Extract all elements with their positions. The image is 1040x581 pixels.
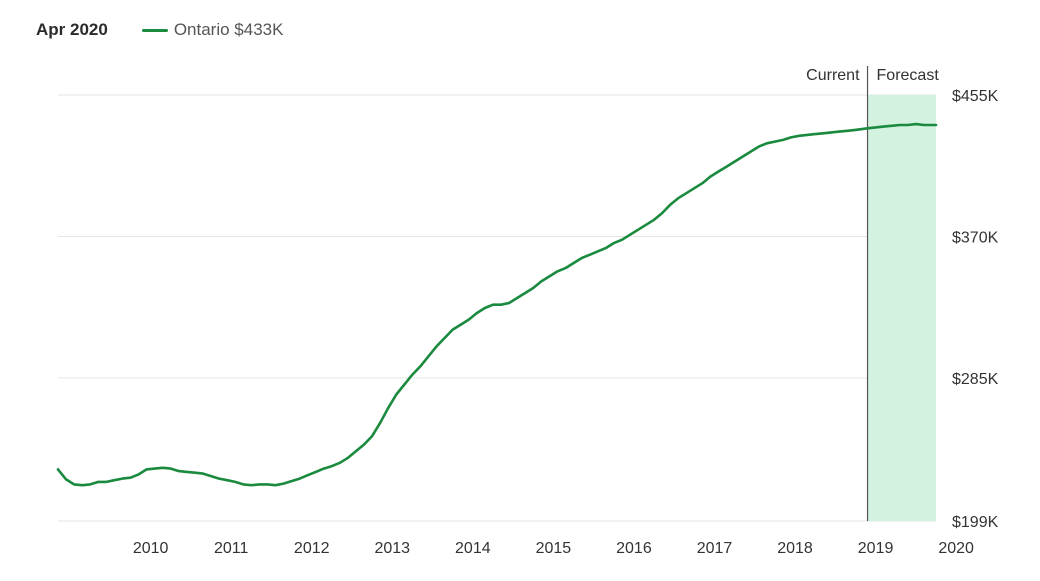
x-tick-label: 2016 [616, 540, 652, 557]
y-tick-label: $455K [952, 88, 999, 105]
x-tick-label: 2017 [697, 540, 733, 557]
legend-swatch [141, 28, 168, 32]
x-axis-ticks: 2010 2011 2012 2013 2014 2015 2016 2017 2018 2019… [133, 540, 974, 557]
x-tick-label: 2012 [294, 540, 330, 557]
x-tick-label: 2013 [374, 540, 410, 557]
y-tick-label: $199K [952, 514, 999, 531]
legend[interactable]: Ontario $433K [141, 20, 284, 40]
y-tick-label: $370K [952, 229, 999, 246]
x-tick-label: 2018 [777, 540, 813, 557]
chart-header: Apr 2020 Ontario $433K [36, 18, 283, 42]
forecast-label: Forecast [877, 67, 940, 84]
legend-label: Ontario $433K [173, 20, 284, 39]
forecast-band [867, 95, 936, 521]
current-label: Current [806, 67, 860, 84]
x-tick-label: 2020 [938, 540, 974, 557]
y-axis-ticks: $455K $370K $285K $199K [952, 88, 999, 531]
grid-lines [58, 94, 936, 522]
y-tick-label: $285K [952, 371, 999, 388]
series-line-ontario[interactable] [56, 122, 938, 487]
x-tick-label: 2014 [455, 540, 491, 557]
x-tick-label: 2019 [858, 540, 894, 557]
date-label: Apr 2020 [36, 20, 108, 39]
x-tick-label: 2010 [133, 540, 169, 557]
x-tick-label: 2015 [536, 540, 572, 557]
x-tick-label: 2011 [214, 540, 249, 557]
